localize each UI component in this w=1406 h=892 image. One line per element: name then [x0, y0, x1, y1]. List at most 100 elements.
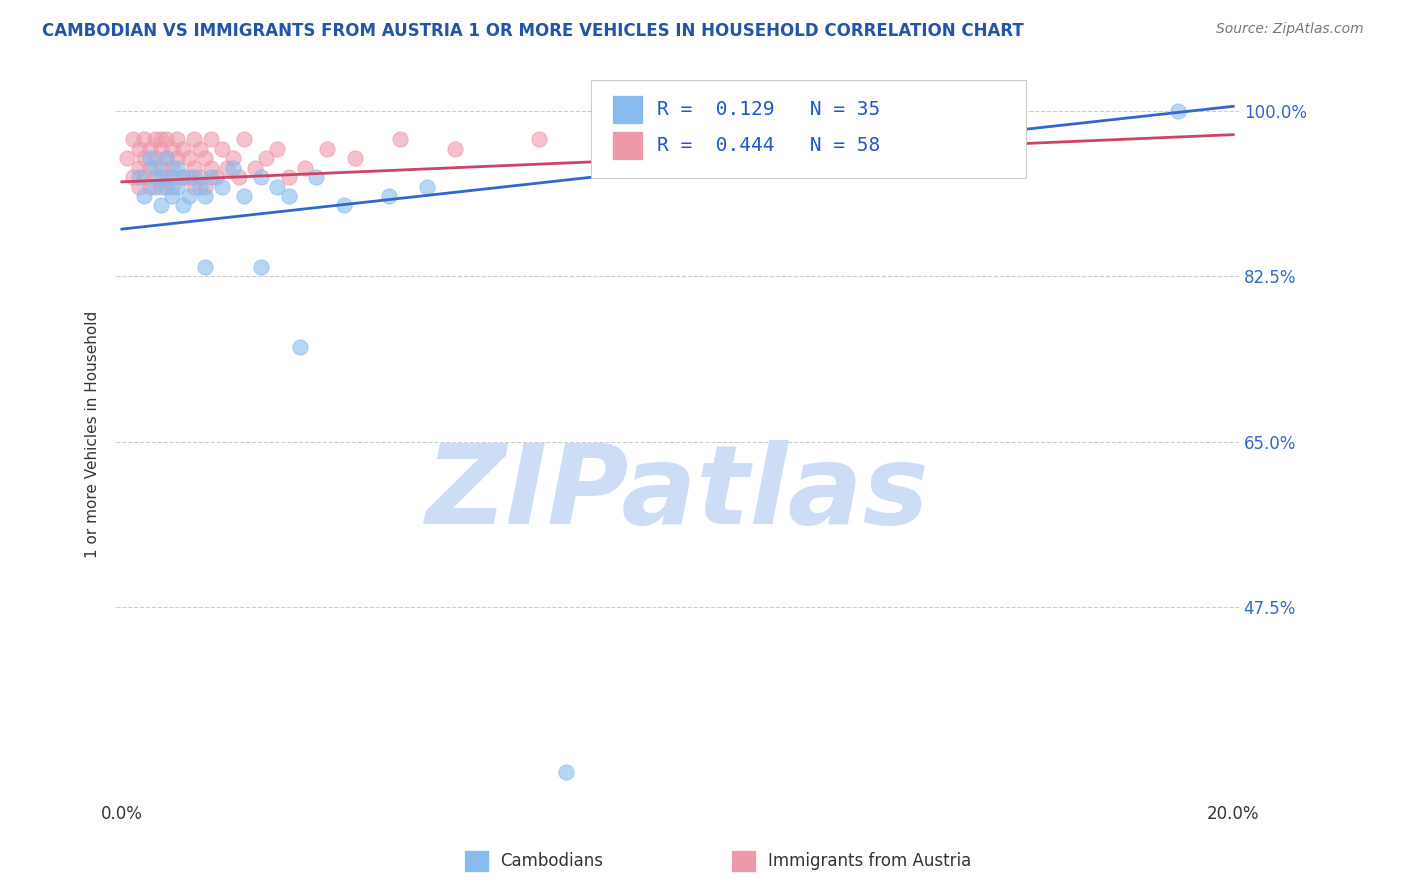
Point [288, 340, 311, 354]
Point [249, 260, 271, 274]
Point [277, 170, 299, 185]
Point [138, 161, 160, 175]
Point [155, 170, 177, 185]
Point [266, 142, 288, 156]
Point [122, 132, 145, 146]
Point [388, 132, 411, 146]
Point [277, 189, 299, 203]
Point [222, 151, 245, 165]
Point [149, 170, 172, 185]
Point [160, 142, 183, 156]
Point [122, 170, 145, 185]
Point [132, 151, 155, 165]
Point [205, 170, 228, 185]
Point [177, 189, 200, 203]
Point [194, 151, 217, 165]
Point [721, 132, 744, 146]
Point [160, 189, 183, 203]
Point [316, 142, 339, 156]
Point [333, 198, 356, 212]
Point [155, 179, 177, 194]
Point [344, 151, 367, 165]
Point [138, 179, 160, 194]
Point [138, 142, 160, 156]
Point [132, 132, 155, 146]
Text: Source: ZipAtlas.com: Source: ZipAtlas.com [1216, 22, 1364, 37]
Point [245, 161, 267, 175]
Point [188, 142, 211, 156]
Point [166, 132, 188, 146]
Point [188, 170, 211, 185]
Point [211, 142, 233, 156]
Point [166, 179, 188, 194]
Point [172, 170, 194, 185]
Point [211, 179, 233, 194]
Point [1167, 103, 1189, 118]
Point [527, 132, 550, 146]
Point [128, 142, 150, 156]
Point [194, 179, 217, 194]
Y-axis label: 1 or more Vehicles in Household: 1 or more Vehicles in Household [86, 311, 100, 558]
Point [294, 161, 316, 175]
Point [217, 161, 239, 175]
Point [155, 151, 177, 165]
Point [194, 260, 217, 274]
Point [128, 179, 150, 194]
Point [249, 170, 271, 185]
Point [138, 151, 160, 165]
Point [233, 189, 256, 203]
Point [200, 132, 222, 146]
Point [160, 161, 183, 175]
Point [200, 161, 222, 175]
Point [266, 179, 288, 194]
Point [172, 142, 194, 156]
Point [228, 170, 250, 185]
Point [610, 151, 633, 165]
Point [132, 189, 155, 203]
Point [128, 161, 150, 175]
Point [160, 179, 183, 194]
Point [128, 170, 150, 185]
Point [555, 765, 578, 780]
Point [233, 132, 256, 146]
Point [143, 161, 166, 175]
Point [194, 189, 217, 203]
Point [149, 132, 172, 146]
Text: Immigrants from Austria: Immigrants from Austria [768, 852, 972, 871]
Point [188, 179, 211, 194]
Point [183, 132, 205, 146]
Point [172, 198, 194, 212]
Point [143, 151, 166, 165]
Text: Cambodians: Cambodians [501, 852, 603, 871]
Point [149, 161, 172, 175]
Point [155, 151, 177, 165]
Point [166, 151, 188, 165]
Point [172, 170, 194, 185]
Point [254, 151, 277, 165]
Point [177, 151, 200, 165]
Point [377, 189, 399, 203]
Point [200, 170, 222, 185]
Point [149, 179, 172, 194]
Point [222, 161, 245, 175]
Point [183, 179, 205, 194]
Text: CAMBODIAN VS IMMIGRANTS FROM AUSTRIA 1 OR MORE VEHICLES IN HOUSEHOLD CORRELATION: CAMBODIAN VS IMMIGRANTS FROM AUSTRIA 1 O… [42, 22, 1024, 40]
Text: R =  0.129   N = 35: R = 0.129 N = 35 [657, 100, 880, 120]
Point [149, 142, 172, 156]
Point [305, 170, 328, 185]
Point [143, 179, 166, 194]
Point [143, 132, 166, 146]
Text: R =  0.444   N = 58: R = 0.444 N = 58 [657, 136, 880, 155]
Point [177, 170, 200, 185]
Point [132, 170, 155, 185]
Point [117, 151, 139, 165]
Text: ZIPatlas: ZIPatlas [426, 440, 929, 547]
Point [183, 170, 205, 185]
Point [143, 170, 166, 185]
Point [149, 198, 172, 212]
Point [160, 170, 183, 185]
Point [183, 161, 205, 175]
Point [166, 161, 188, 175]
Point [416, 179, 439, 194]
Point [155, 132, 177, 146]
